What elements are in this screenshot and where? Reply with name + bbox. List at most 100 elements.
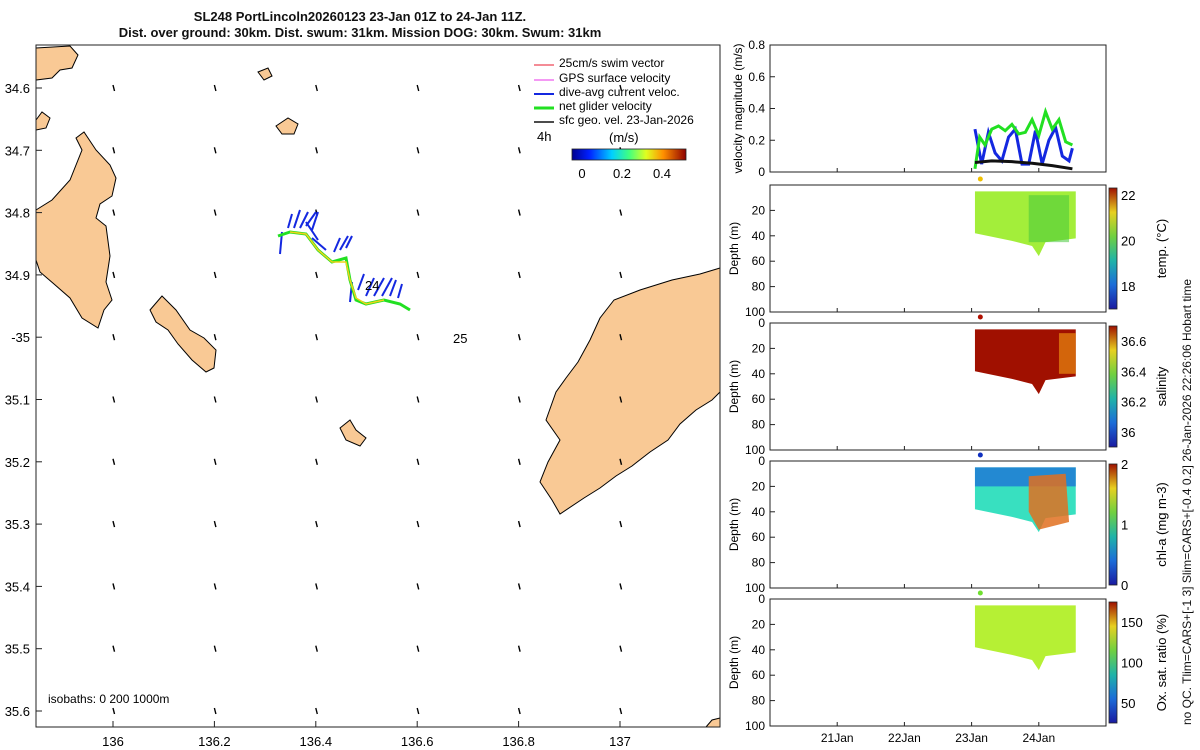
section-ytick-label: 100 xyxy=(745,581,765,595)
isobath-mark xyxy=(315,84,318,92)
lat-tick-label: 35.4 xyxy=(5,579,30,594)
colorbar-tick-label: 36 xyxy=(1121,425,1135,440)
isobath-mark xyxy=(517,271,521,279)
isobath-mark xyxy=(619,707,623,715)
current-vector xyxy=(333,237,341,253)
isobath-mark xyxy=(517,396,521,403)
isobath-mark xyxy=(517,520,521,528)
colorbar-tick-label: 0 xyxy=(1121,578,1128,593)
isobath-mark xyxy=(213,209,217,216)
current-vector xyxy=(299,211,309,229)
section-colorbar xyxy=(1108,463,1118,586)
section-ytick-label: 60 xyxy=(752,254,766,268)
isobath-mark xyxy=(619,520,623,528)
isobath-mark xyxy=(315,396,318,403)
isobath-mark xyxy=(112,271,116,279)
isobath-mark xyxy=(213,396,217,403)
colorbar-tick-label: 36.6 xyxy=(1121,334,1146,349)
land-small-island-2 xyxy=(257,67,273,81)
velocity-ylabel: velocity magnitude (m/s) xyxy=(731,43,745,173)
section-ytick-label: 100 xyxy=(745,719,765,733)
lat-tick-label: 34.6 xyxy=(5,81,30,96)
lat-tick-label: 35.2 xyxy=(5,455,30,470)
velocity-ytick-label: 0.4 xyxy=(748,102,765,116)
current-vector xyxy=(397,283,403,299)
isobath-mark xyxy=(416,458,420,465)
isobath-mark xyxy=(112,396,116,403)
isobath-mark xyxy=(213,583,217,590)
isobath-mark xyxy=(517,209,521,216)
isobath-mark xyxy=(416,209,420,216)
colorbar-tick-label: 0.4 xyxy=(653,166,671,181)
section-ytick-label: 40 xyxy=(752,505,766,519)
section-ytick-label: 80 xyxy=(752,280,766,294)
isobath-mark xyxy=(517,334,521,341)
isobath-mark xyxy=(416,707,420,715)
current-vector xyxy=(311,237,327,251)
section-ytick-label: 60 xyxy=(752,530,766,544)
colorbar-label: chl-a (mg m-3) xyxy=(1154,482,1169,567)
lat-tick-label: 35.6 xyxy=(5,704,30,719)
isobath-mark xyxy=(213,520,217,528)
isobath-mark xyxy=(112,520,116,528)
current-vector xyxy=(381,277,393,297)
section-ytick-label: 20 xyxy=(752,341,766,355)
current-vector xyxy=(389,279,397,297)
land-polygons xyxy=(35,45,721,728)
speed-colorbar-ticks: 0 0.2 0.4 xyxy=(578,166,671,181)
isobath-mark xyxy=(213,147,217,154)
isobath-mark xyxy=(416,147,420,154)
section-ytick-label: 0 xyxy=(758,454,765,468)
lon-tick-label: 136 xyxy=(102,734,124,749)
velocity-series-2 xyxy=(974,159,1073,171)
section-colorbar xyxy=(1108,187,1118,310)
current-vector xyxy=(345,235,353,249)
land-small-island-3 xyxy=(339,419,367,447)
current-vector xyxy=(293,209,301,229)
section-ylabel: Depth (m) xyxy=(727,498,741,551)
isobath-mark xyxy=(619,209,623,216)
section-ytick-label: 20 xyxy=(752,479,766,493)
lon-tick-label: 136.8 xyxy=(502,734,535,749)
isobath-mark xyxy=(112,583,116,590)
section-colorbar xyxy=(1108,601,1118,724)
section-ytick-label: 0 xyxy=(758,316,765,330)
section-ytick-label: 20 xyxy=(752,617,766,631)
date-tick-label: 21Jan xyxy=(821,731,854,745)
speed-colorbar xyxy=(571,148,687,161)
track-label-24: 24 xyxy=(365,278,379,293)
current-vector xyxy=(365,277,375,297)
isobath-mark xyxy=(112,707,116,715)
colorbar-tick-label: 20 xyxy=(1121,234,1135,249)
current-vector xyxy=(305,221,319,241)
isobath-mark xyxy=(315,271,318,279)
lon-tick-label: 136.6 xyxy=(401,734,434,749)
colorbar-tick-label: 0 xyxy=(578,166,585,181)
glider-track xyxy=(277,209,411,312)
current-vector xyxy=(373,277,385,297)
isobaths-label: isobaths: 0 200 1000m xyxy=(48,692,169,706)
lon-tick-label: 136.2 xyxy=(198,734,231,749)
colorbar-label: salinity xyxy=(1154,366,1169,406)
current-vector xyxy=(287,213,293,229)
colorbar-tick-label: 0.2 xyxy=(613,166,631,181)
isobath-mark xyxy=(517,583,521,590)
figure-title-line2: Dist. over ground: 30km. Dist. swum: 31k… xyxy=(118,25,602,40)
isobath-mark xyxy=(112,209,116,216)
section-ytick-label: 40 xyxy=(752,367,766,381)
side-note-line1: no QC. Tlim=CARS+[-1 3] Slim=CARS+[-0.4 … xyxy=(1180,279,1194,725)
colorbar-tick-label: 2 xyxy=(1121,457,1128,472)
temp-cool-patch xyxy=(1028,195,1070,243)
track-label-25: 25 xyxy=(453,331,467,346)
lat-tick-label: 34.7 xyxy=(5,143,30,158)
isobath-mark xyxy=(213,334,217,341)
velocity-ytick-label: 0.2 xyxy=(748,133,765,147)
map-lon-axis: 136 136.2 136.4 136.6 136.8 137 xyxy=(102,721,631,749)
isobath-mark xyxy=(517,84,521,92)
lat-tick-label: 35.1 xyxy=(5,393,30,408)
section-ytick-label: 0 xyxy=(758,592,765,606)
isobath-mark xyxy=(619,271,623,279)
isobath-mark xyxy=(619,458,623,465)
surface-dot xyxy=(977,452,983,458)
